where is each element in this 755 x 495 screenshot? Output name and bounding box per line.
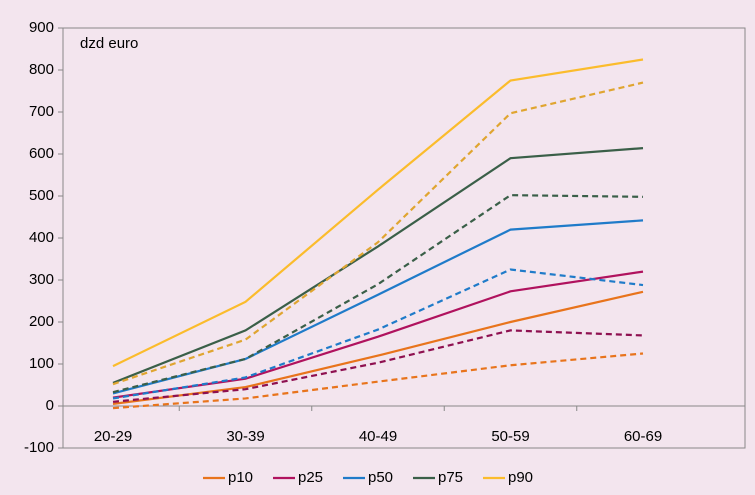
x-tick-label: 20-29 [94, 428, 132, 445]
x-tick-label: 40-49 [359, 428, 397, 445]
line-series [112, 147, 644, 384]
y-tick-label: 100 [29, 355, 54, 372]
legend-label: p25 [298, 469, 323, 486]
y-tick-label: 400 [29, 229, 54, 246]
line-series [112, 58, 644, 368]
line-series [112, 194, 644, 394]
legend-label: p10 [228, 469, 253, 486]
y-tick-label: -100 [24, 439, 54, 456]
y-tick-label: 600 [29, 145, 54, 162]
line-series [112, 81, 644, 386]
y-tick-label: 900 [29, 19, 54, 36]
y-tick-label: 700 [29, 103, 54, 120]
line-series [112, 290, 644, 405]
line-series [112, 270, 644, 399]
y-tick-label: 0 [46, 397, 54, 414]
y-tick-label: 200 [29, 313, 54, 330]
legend-label: p50 [368, 469, 393, 486]
x-tick-label: 60-69 [624, 428, 662, 445]
x-tick-label: 50-59 [491, 428, 529, 445]
y-tick-label: 300 [29, 271, 54, 288]
y-tick-label: 800 [29, 61, 54, 78]
line-series [112, 268, 644, 400]
x-tick-label: 30-39 [226, 428, 264, 445]
annotation: dzd euro [80, 35, 138, 52]
legend-label: p75 [438, 469, 463, 486]
legend-label: p90 [508, 469, 533, 486]
y-tick-label: 500 [29, 187, 54, 204]
line-series [112, 352, 644, 410]
